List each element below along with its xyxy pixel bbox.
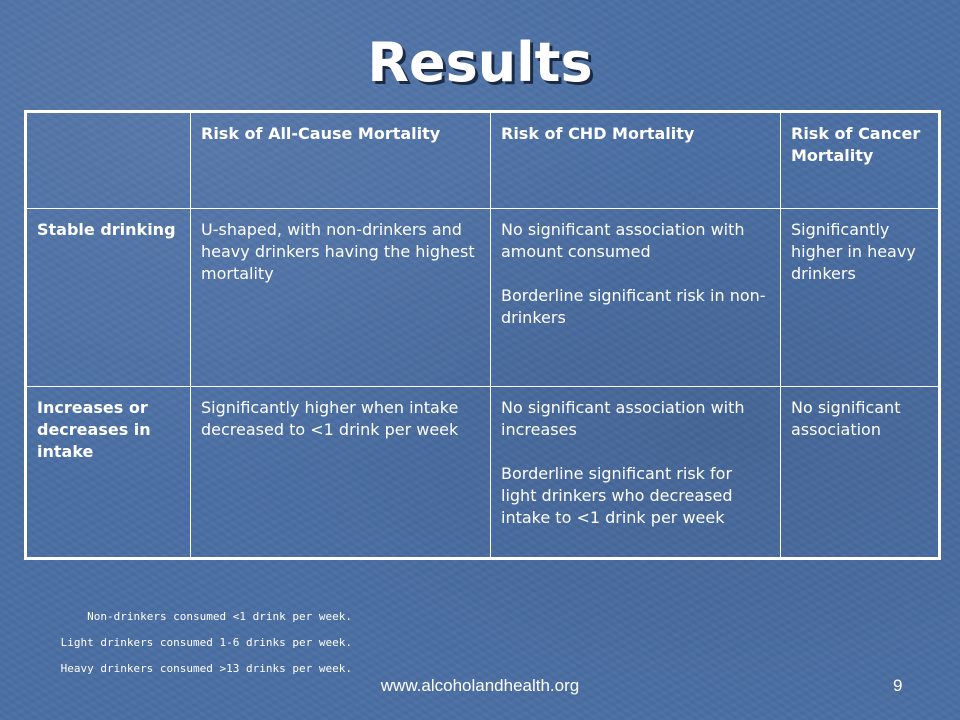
table-header-row: Risk of All-Cause Mortality Risk of CHD … [25,111,940,209]
row-header-intake-change: Increases or decreases in intake [25,386,191,559]
slide-title: Results [367,31,593,94]
cell-stable-chd: No significant association with amount c… [490,208,781,387]
column-header-cancer: Risk of Cancer Mortality [780,111,940,209]
cell-intake-cancer: No significant association [780,386,940,559]
table-row-intake-change: Increases or decreases in intake Signifi… [25,386,940,559]
footer-url: www.alcoholandhealth.org [380,676,580,695]
cell-intake-chd: No significant association with increase… [490,386,781,559]
column-header-all-cause: Risk of All-Cause Mortality [190,111,491,209]
corner-cell [25,111,191,209]
cell-stable-all-cause: U-shaped, with non-drinkers and heavy dr… [190,208,491,387]
cell-stable-cancer: Significantly higher in heavy drinkers [780,208,940,387]
footnote-light-drinkers: Light drinkers consumed 1-6 drinks per w… [60,636,352,649]
footnote-non-drinkers: Non-drinkers consumed <1 drink per week. [87,610,352,623]
footnotes: Non-drinkers consumed <1 drink per week.… [61,604,352,682]
slide-number: 9 [893,676,903,695]
cell-intake-all-cause: Significantly higher when intake decreas… [190,386,491,559]
row-header-stable-drinking: Stable drinking [25,208,191,387]
column-header-chd: Risk of CHD Mortality [490,111,781,209]
cell-stable-chd-line-1: No significant association with amount c… [501,220,745,261]
cell-intake-chd-line-2: Borderline significant risk for light dr… [501,464,733,527]
results-table: Risk of All-Cause Mortality Risk of CHD … [24,110,941,560]
table-row-stable-drinking: Stable drinking U-shaped, with non-drink… [25,208,940,387]
cell-intake-chd-line-1: No significant association with increase… [501,398,745,439]
cell-stable-chd-line-2: Borderline significant risk in non-drink… [501,286,766,327]
footnote-heavy-drinkers: Heavy drinkers consumed >13 drinks per w… [60,662,352,675]
